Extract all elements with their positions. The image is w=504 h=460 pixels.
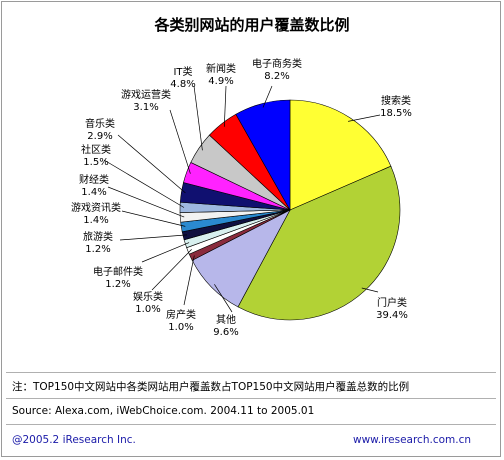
leader-line [214, 284, 233, 313]
leader-line [121, 210, 186, 227]
slice-value-label: 1.5% [83, 157, 108, 168]
pie-slice [235, 99, 291, 212]
slice-value-label: 3.1% [133, 102, 158, 113]
slice-label: 门户类 [377, 296, 407, 309]
slice-value-label: 39.4% [376, 310, 408, 321]
slice-value-label: 1.0% [135, 304, 160, 315]
slice-label: 电子邮件类 [93, 265, 143, 278]
slice-label: 财经类 [79, 173, 109, 186]
slice-value-label: 8.2% [264, 71, 289, 82]
slice-label: 音乐类 [85, 117, 115, 130]
slice-value-label: 4.8% [170, 79, 195, 90]
slice-label: 社区类 [81, 143, 111, 156]
leader-line [223, 85, 227, 127]
slice-value-label: 1.2% [105, 279, 130, 290]
slice-label: 游戏运营类 [121, 88, 171, 101]
slice-value-label: 2.9% [87, 131, 112, 142]
slice-value-label: 1.4% [83, 215, 108, 226]
divider-3 [6, 424, 496, 425]
slice-value-label: 18.5% [380, 108, 412, 119]
leader-line [151, 249, 192, 291]
source-text: Source: Alexa.com, iWebChoice.com. 2004.… [12, 405, 315, 417]
slice-label: 旅游类 [83, 230, 113, 243]
slice-label: 电子商务类 [252, 57, 302, 70]
leader-line [119, 234, 188, 241]
slice-label: 新闻类 [206, 62, 236, 75]
website-link[interactable]: www.iresearch.com.cn [353, 434, 472, 446]
chart-title: 各类别网站的用户覆盖数比例 [154, 16, 350, 34]
leader-line [169, 109, 191, 174]
slice-value-label: 9.6% [213, 327, 238, 338]
slice-label: IT类 [173, 65, 192, 78]
pie-slice [289, 99, 392, 211]
leader-line [193, 85, 203, 151]
divider-2 [6, 398, 496, 399]
slice-label: 其他 [216, 313, 236, 326]
slice-label: 游戏资讯类 [71, 201, 121, 214]
leader-line [103, 159, 185, 208]
footnote: 注：TOP150中文网站中各类网站用户覆盖数占TOP150中文网站用户覆盖总数的… [12, 381, 410, 393]
slice-value-label: 1.0% [168, 322, 193, 333]
slice-value-label: 1.4% [81, 187, 106, 198]
leader-line [183, 255, 195, 306]
leader-line [348, 114, 381, 122]
leader-line [107, 186, 185, 218]
slice-label: 搜索类 [381, 94, 411, 107]
slice-value-label: 1.2% [85, 244, 110, 255]
copyright-text: @2005.2 iResearch Inc. [12, 434, 136, 446]
leader-line [117, 134, 186, 194]
slice-value-label: 4.9% [208, 76, 233, 87]
leader-line [141, 242, 190, 263]
leader-line [262, 85, 273, 108]
divider-1 [6, 372, 496, 373]
pie-slice [237, 165, 401, 321]
slice-label: 娱乐类 [133, 290, 163, 303]
leader-line [361, 287, 379, 293]
slice-label: 房产类 [166, 308, 196, 321]
